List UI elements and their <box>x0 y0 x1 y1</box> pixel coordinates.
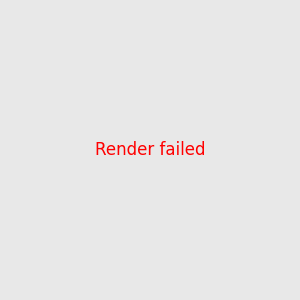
Text: Render failed: Render failed <box>95 141 205 159</box>
